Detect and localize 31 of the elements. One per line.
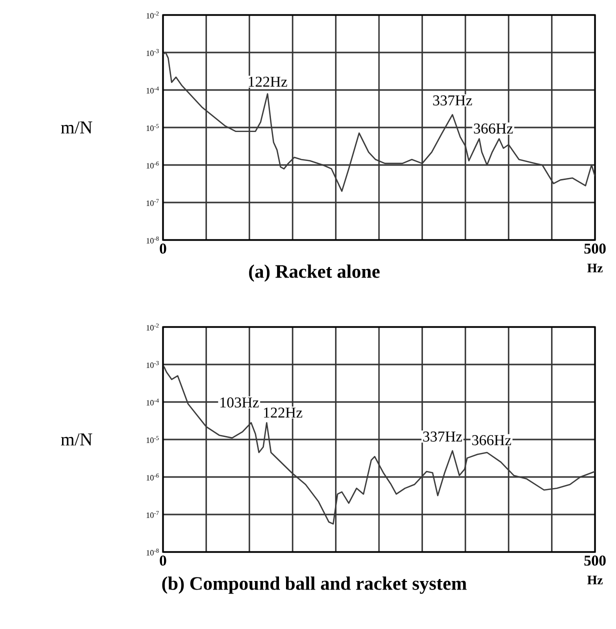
x-axis-title: Hz: [587, 264, 603, 272]
x-tick-label: 500: [584, 244, 606, 254]
annotation: 122Hz: [264, 408, 302, 418]
y-tick-label: 10$^{-3}$: [146, 49, 159, 56]
y-tick-label: 10$^{-5}$: [146, 124, 159, 131]
annotation: 337Hz: [433, 95, 472, 106]
x-tick-label: 0: [160, 244, 166, 254]
y-tick-label: 10$^{-8}$: [146, 236, 159, 244]
y-tick-label: 10$^{-7}$: [146, 199, 159, 206]
text: (b) Compound ball and racket system: [162, 576, 467, 594]
y-tick-label: 10$^{-7}$: [146, 511, 159, 518]
y-tick-label: 10$^{-3}$: [146, 361, 159, 368]
annotation: 366Hz: [472, 435, 512, 446]
y-tick-label: 10$^{-4}$: [146, 398, 159, 406]
y-axis-title: m/N: [60, 121, 92, 134]
x-tick-label: 0: [160, 556, 166, 566]
y-tick-label: 10$^{-6}$: [146, 474, 159, 480]
annotation: 122Hz: [248, 76, 288, 87]
y-tick-label: 10$^{-4}$: [146, 86, 159, 94]
y-tick-label: 10$^{-5}$: [146, 436, 159, 443]
annotation: 337Hz: [423, 432, 462, 442]
y-tick-label: 10$^{-2}$: [146, 12, 159, 18]
x-axis-title: Hz: [587, 576, 603, 584]
text: (a) Racket alone: [249, 264, 380, 282]
y-tick-label: 10$^{-8}$: [146, 548, 159, 556]
x-tick-label: 500: [584, 556, 606, 566]
y-axis-title: m/N: [60, 433, 92, 446]
y-tick-label: 10$^{-6}$: [146, 162, 159, 168]
y-tick-label: 10$^{-2}$: [146, 324, 159, 330]
annotation: 103Hz: [220, 397, 259, 408]
annotation: 366Hz: [474, 124, 513, 134]
